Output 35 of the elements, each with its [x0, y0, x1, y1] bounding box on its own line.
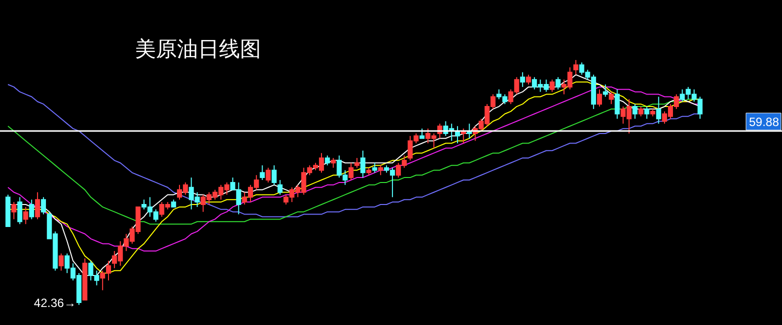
candlestick: [260, 164, 265, 181]
candlestick: [35, 192, 40, 220]
candlestick: [656, 96, 662, 124]
candlestick: [372, 162, 378, 174]
candlestick: [638, 106, 644, 117]
candlestick: [266, 167, 271, 183]
candlestick: [360, 150, 366, 178]
candlestick: [602, 84, 608, 98]
candlestick: [632, 104, 638, 120]
candlestick: [29, 199, 34, 220]
candlestick: [596, 88, 602, 108]
candlestick: [420, 128, 425, 139]
candlestick: [324, 155, 330, 166]
candlestick: [40, 196, 46, 215]
candlestick: [23, 206, 28, 225]
candlestick: [17, 196, 22, 225]
text: 59.88: [748, 115, 780, 130]
candlestick: [573, 60, 578, 76]
candlestick: [272, 164, 277, 186]
annotation: 42.36→: [34, 296, 76, 310]
candlestick: [58, 252, 64, 272]
candlestick: [354, 157, 360, 168]
candlestick: [608, 91, 614, 105]
candlestick: [550, 79, 555, 92]
candlestick: [378, 164, 384, 176]
candlestick: [348, 162, 354, 181]
candlestick: [556, 76, 561, 90]
candlestick: [614, 88, 620, 120]
candlestick: [644, 106, 650, 120]
chart-title: 美原油日线图: [135, 37, 261, 61]
candlestick: [278, 180, 283, 196]
candlestick: [330, 157, 336, 168]
candlestick: [520, 72, 526, 88]
candlestick: [526, 74, 531, 85]
candlestick: [11, 202, 16, 220]
